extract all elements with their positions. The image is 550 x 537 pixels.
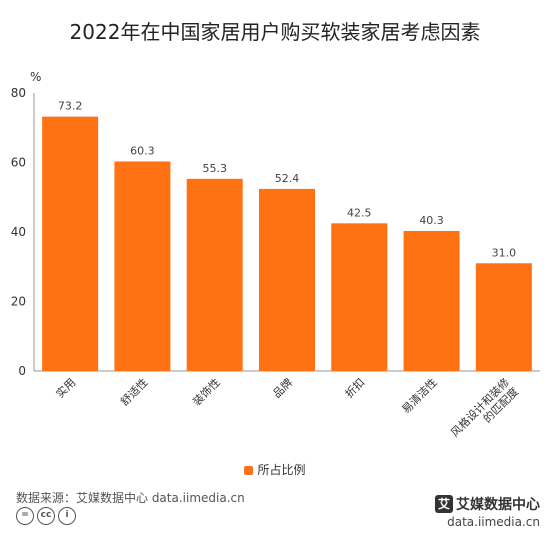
y-tick-label: 40 [11, 225, 26, 239]
bar [259, 188, 315, 371]
x-tick-label: 装饰性 [190, 375, 223, 408]
brand-name: 艾媒数据中心 [456, 497, 540, 513]
x-tick-label: 折扣 [342, 375, 367, 400]
legend: 所占比例 [0, 461, 550, 478]
data-label: 73.2 [58, 100, 83, 113]
source-note: 数据来源：艾媒数据中心 data.iimedia.cn [16, 491, 245, 505]
data-label: 42.5 [347, 206, 372, 219]
data-label: 52.4 [275, 172, 300, 185]
x-tick-label: 舒适性 [117, 375, 150, 408]
attribution-icon: i [58, 507, 76, 525]
data-label: 55.3 [202, 162, 227, 175]
data-label: 40.3 [419, 214, 444, 227]
license-icons: = cc i [16, 507, 76, 525]
y-axis-unit: % [30, 70, 41, 84]
bar [42, 116, 99, 371]
x-tick-label: 易清洁性 [399, 375, 440, 416]
y-tick-label: 0 [18, 364, 26, 378]
legend-swatch [244, 466, 254, 475]
brand-watermark: 艾 艾媒数据中心 data.iimedia.cn [435, 494, 540, 529]
creative-commons-icon: cc [37, 507, 55, 525]
no-derivatives-icon: = [16, 507, 34, 525]
y-tick-label: 80 [11, 86, 26, 100]
y-tick-label: 60 [11, 156, 26, 170]
bar-chart: % 0 20 40 60 80 73.2 实用 60.3 舒适性 55.3 装饰性 52.4 品牌 42.5… [11, 70, 540, 449]
legend-label: 所占比例 [257, 463, 306, 477]
x-tick-label: 风格设计和装修的匹配度 [448, 375, 522, 449]
bar [331, 223, 388, 371]
brand-logo-icon: 艾 [435, 495, 453, 513]
bar [475, 263, 532, 371]
chart-title: 2022年在中国家居用户购买软装家居考虑因素 [69, 20, 481, 44]
y-tick-label: 20 [11, 295, 26, 309]
brand-url: data.iimedia.cn [447, 515, 540, 529]
bar [114, 161, 171, 371]
x-tick-label: 品牌 [270, 375, 295, 400]
data-label: 31.0 [492, 246, 517, 259]
bar [403, 230, 460, 371]
x-tick-label: 实用 [53, 375, 78, 400]
bar [186, 178, 243, 371]
data-label: 60.3 [130, 144, 155, 157]
